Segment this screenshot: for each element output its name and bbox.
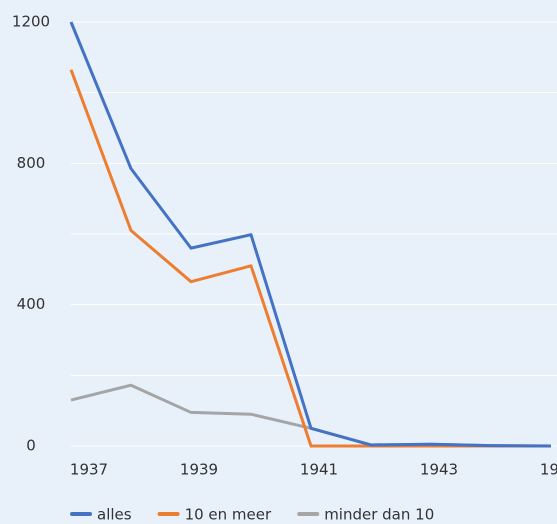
x-tick-label: 1943 [420, 461, 458, 479]
x-tick-label: 1941 [300, 461, 338, 479]
legend-label: alles [97, 506, 132, 524]
y-tick-label: 800 [17, 154, 46, 172]
legend-label: minder dan 10 [324, 506, 434, 524]
x-tick-label: 1937 [70, 461, 108, 479]
y-tick-label: 0 [26, 437, 36, 455]
x-tick-label: 1945 [540, 461, 557, 479]
x-tick-label: 1939 [180, 461, 218, 479]
series-line [69, 21, 552, 448]
y-tick-label: 1200 [12, 13, 50, 31]
y-tick-label: 400 [17, 295, 46, 313]
legend-label: 10 en meer [185, 506, 272, 524]
